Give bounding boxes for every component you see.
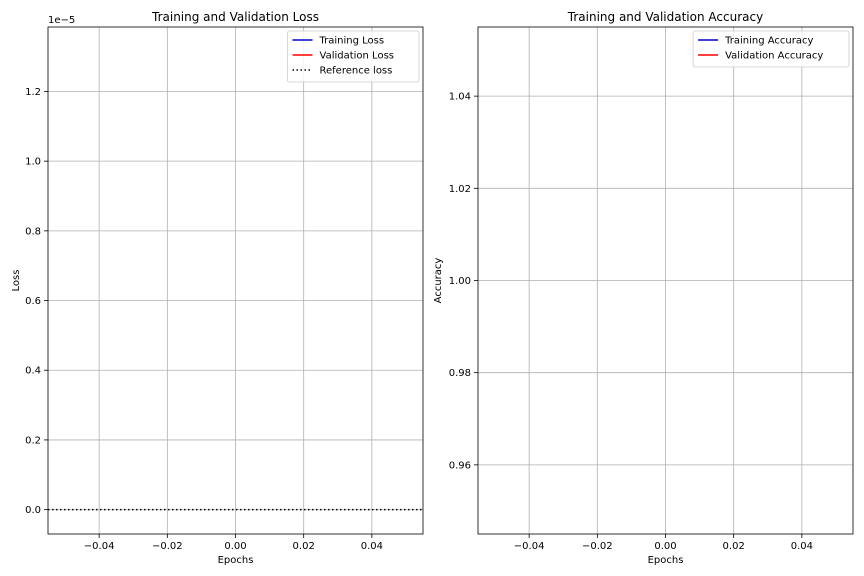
accuracy-y-tick-label: 0.98 xyxy=(449,368,471,379)
legend-label-validation-accuracy: Validation Accuracy xyxy=(725,51,823,62)
accuracy-y-axis-label: Accuracy xyxy=(433,258,444,304)
accuracy-chart-panel: −0.04 −0.02 0.00 0.02 0.04 0.96 0.98 1.00 1.02 1.… xyxy=(433,10,854,566)
loss-y-tick-label: 0.8 xyxy=(25,226,41,237)
loss-y-tick-label: 0.6 xyxy=(25,296,41,307)
accuracy-x-tick-label: 0.04 xyxy=(791,541,813,552)
legend-label-training-loss: Training Loss xyxy=(319,36,385,47)
legend-label-validation-loss: Validation Loss xyxy=(320,51,395,62)
legend-label-training-accuracy: Training Accuracy xyxy=(724,36,813,47)
accuracy-x-tick-label: −0.02 xyxy=(582,541,613,552)
accuracy-chart-title: Training and Validation Accuracy xyxy=(567,10,763,24)
accuracy-legend-box xyxy=(692,30,850,68)
loss-y-tick-label: 0.2 xyxy=(25,435,41,446)
accuracy-y-tick-label: 1.00 xyxy=(449,276,471,287)
accuracy-x-axis-label: Epochs xyxy=(648,555,684,566)
loss-x-tick-label: 0.00 xyxy=(224,541,246,552)
loss-y-offset-label: 1e−5 xyxy=(48,15,75,26)
loss-x-tick-label: −0.02 xyxy=(152,541,183,552)
loss-x-tick-label: 0.02 xyxy=(293,541,315,552)
accuracy-y-tick-label: 0.96 xyxy=(449,460,471,471)
loss-x-tick-label: 0.04 xyxy=(361,541,383,552)
loss-chart-panel: −0.04 −0.02 0.00 0.02 0.04 0.0 0.2 0.4 0.6 0.8 1.0… xyxy=(11,10,424,566)
loss-chart-title: Training and Validation Loss xyxy=(151,10,319,24)
loss-legend: Training Loss Validation Loss Reference lo… xyxy=(287,30,420,83)
accuracy-y-tick-label: 1.04 xyxy=(449,92,471,103)
loss-legend-box xyxy=(287,30,420,83)
loss-y-tick-label: 0.4 xyxy=(25,366,41,377)
accuracy-x-tick-label: −0.04 xyxy=(514,541,545,552)
loss-y-tick-label: 1.2 xyxy=(25,87,41,98)
loss-y-axis-label: Loss xyxy=(11,270,22,292)
loss-y-tick-label: 1.0 xyxy=(25,157,41,168)
accuracy-x-tick-label: 0.00 xyxy=(654,541,676,552)
legend-label-reference-loss: Reference loss xyxy=(320,66,393,77)
accuracy-legend: Training Accuracy Validation Accuracy xyxy=(692,30,850,68)
accuracy-x-tick-label: 0.02 xyxy=(723,541,745,552)
loss-x-axis-label: Epochs xyxy=(218,555,254,566)
loss-x-tick-label: −0.04 xyxy=(84,541,115,552)
loss-y-tick-label: 0.0 xyxy=(25,505,41,516)
accuracy-y-tick-label: 1.02 xyxy=(449,184,471,195)
